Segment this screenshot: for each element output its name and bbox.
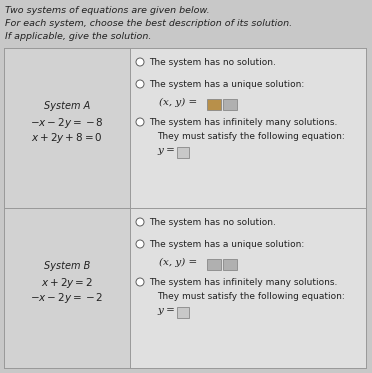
- FancyBboxPatch shape: [4, 48, 130, 208]
- Circle shape: [136, 58, 144, 66]
- Text: The system has no solution.: The system has no solution.: [149, 218, 276, 227]
- Text: The system has a unique solution:: The system has a unique solution:: [149, 240, 304, 249]
- FancyBboxPatch shape: [4, 208, 130, 368]
- Circle shape: [136, 218, 144, 226]
- Text: The system has infinitely many solutions.: The system has infinitely many solutions…: [149, 278, 337, 287]
- FancyBboxPatch shape: [177, 307, 189, 318]
- Circle shape: [136, 240, 144, 248]
- Circle shape: [136, 278, 144, 286]
- Text: They must satisfy the following equation:: They must satisfy the following equation…: [157, 292, 345, 301]
- Text: For each system, choose the best description of its solution.: For each system, choose the best descrip…: [5, 19, 292, 28]
- Text: If applicable, give the solution.: If applicable, give the solution.: [5, 32, 151, 41]
- FancyBboxPatch shape: [177, 147, 189, 158]
- FancyBboxPatch shape: [130, 48, 366, 208]
- Text: Two systems of equations are given below.: Two systems of equations are given below…: [5, 6, 210, 15]
- Text: $x+2y+8=0$: $x+2y+8=0$: [31, 131, 103, 145]
- Circle shape: [136, 118, 144, 126]
- FancyBboxPatch shape: [207, 99, 221, 110]
- Text: $x+2y=2$: $x+2y=2$: [41, 276, 93, 290]
- Text: (x, y) =: (x, y) =: [159, 258, 197, 267]
- Text: System A: System A: [44, 101, 90, 111]
- Text: $-x-2y=-2$: $-x-2y=-2$: [31, 291, 104, 305]
- Text: (x, y) =: (x, y) =: [159, 98, 197, 107]
- Text: The system has infinitely many solutions.: The system has infinitely many solutions…: [149, 118, 337, 127]
- FancyBboxPatch shape: [223, 99, 237, 110]
- Text: They must satisfy the following equation:: They must satisfy the following equation…: [157, 132, 345, 141]
- Text: $-x-2y=-8$: $-x-2y=-8$: [30, 116, 104, 130]
- FancyBboxPatch shape: [223, 259, 237, 270]
- Text: System B: System B: [44, 261, 90, 271]
- Circle shape: [136, 80, 144, 88]
- Text: y =: y =: [157, 306, 175, 315]
- Text: The system has a unique solution:: The system has a unique solution:: [149, 80, 304, 89]
- Text: y =: y =: [157, 146, 175, 155]
- Text: The system has no solution.: The system has no solution.: [149, 58, 276, 67]
- FancyBboxPatch shape: [207, 259, 221, 270]
- FancyBboxPatch shape: [130, 208, 366, 368]
